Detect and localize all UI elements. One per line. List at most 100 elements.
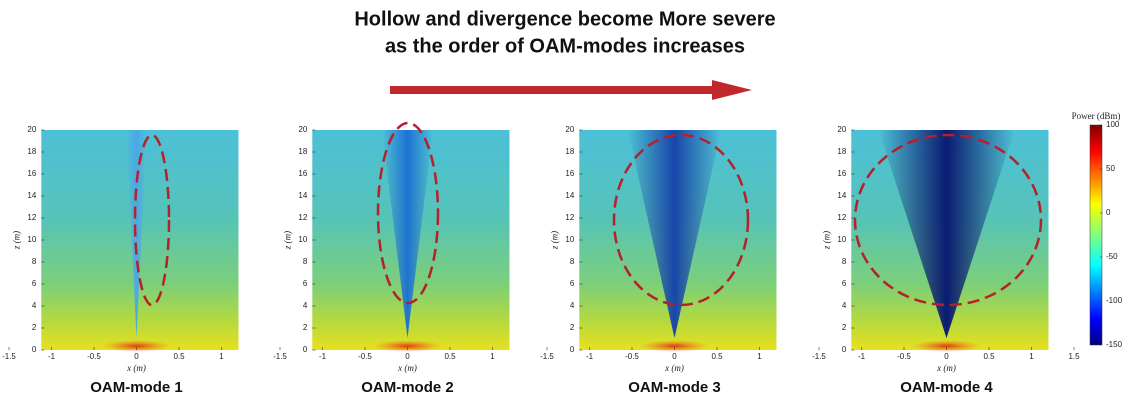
x-tick-label: -0.5 <box>358 352 372 361</box>
y-tick-label: 12 <box>837 213 846 222</box>
panel-title: OAM-mode 4 <box>900 379 993 396</box>
y-axis-label: z (m) <box>549 231 559 250</box>
x-tick-label: 1 <box>490 352 495 361</box>
panel: 0 2 4 6 8 10 12 14 16 18 20 -1.5 -1 -0.5 0 0.5 1 x (m) z (… <box>540 125 777 396</box>
x-tick-label: 0 <box>944 352 949 361</box>
y-tick-label: 16 <box>837 169 846 178</box>
panel-title: OAM-mode 1 <box>90 379 183 396</box>
x-tick-label: -1.5 <box>2 352 16 361</box>
hollow-cone <box>878 130 1015 338</box>
y-tick-label: 8 <box>303 257 308 266</box>
y-tick-label: 6 <box>303 279 308 288</box>
x-tick-label: 0 <box>134 352 139 361</box>
colorbar-label: Power (dBm) <box>1072 111 1121 121</box>
colorbar <box>1089 124 1103 346</box>
x-tick-label: 0.5 <box>444 352 456 361</box>
x-tick-label: 0.5 <box>983 352 995 361</box>
y-tick-label: 4 <box>842 301 847 310</box>
y-tick-label: 0 <box>32 345 37 354</box>
x-tick-label: -0.5 <box>625 352 639 361</box>
x-axis-label: x (m) <box>397 363 417 373</box>
annotation-ellipse <box>612 133 750 307</box>
x-tick-label: 0.5 <box>173 352 185 361</box>
y-tick-label: 8 <box>842 257 847 266</box>
y-tick-label: 6 <box>842 279 847 288</box>
colorbar-tick-label: -50 <box>1106 252 1118 261</box>
x-tick-label: -1 <box>48 352 56 361</box>
annotation-ellipse <box>133 133 171 307</box>
arrow-head <box>712 80 752 100</box>
colorbar-tick-label: -100 <box>1106 296 1123 305</box>
x-axis-label: x (m) <box>664 363 684 373</box>
panel-title: OAM-mode 2 <box>361 379 454 396</box>
source-spot <box>101 340 172 352</box>
y-tick-label: 14 <box>27 191 36 200</box>
panel: 0 2 4 6 8 10 12 14 16 18 20 -1.5 -1 -0.5 0 0.5 1 x (m) z (… <box>273 121 510 396</box>
y-tick-label: 20 <box>837 125 846 134</box>
header-line: Hollow and divergence become More severe <box>354 8 775 30</box>
y-tick-label: 8 <box>32 257 37 266</box>
y-tick-label: 16 <box>27 169 36 178</box>
y-axis-label: z (m) <box>821 231 831 250</box>
y-tick-label: 18 <box>298 147 307 156</box>
y-tick-label: 0 <box>303 345 308 354</box>
y-axis-label: z (m) <box>11 231 21 250</box>
y-tick-label: 2 <box>842 323 847 332</box>
annotation-ellipse <box>853 133 1043 307</box>
x-tick-label: 0 <box>672 352 677 361</box>
y-tick-label: 16 <box>298 169 307 178</box>
y-tick-label: 8 <box>570 257 575 266</box>
hollow-cone <box>627 130 722 338</box>
y-tick-label: 20 <box>27 125 36 134</box>
x-tick-label: 0 <box>405 352 410 361</box>
x-tick-label: -1 <box>586 352 594 361</box>
y-tick-label: 20 <box>298 125 307 134</box>
x-axis-label: x (m) <box>126 363 146 373</box>
y-tick-label: 0 <box>842 345 847 354</box>
y-tick-label: 2 <box>570 323 575 332</box>
x-tick-label: 1 <box>757 352 762 361</box>
y-tick-label: 14 <box>565 191 574 200</box>
source-spot <box>911 340 982 352</box>
y-tick-label: 12 <box>565 213 574 222</box>
x-tick-label: -1.5 <box>273 352 287 361</box>
y-tick-label: 4 <box>570 301 575 310</box>
x-axis-label: x (m) <box>936 363 956 373</box>
y-tick-label: 14 <box>298 191 307 200</box>
y-tick-label: 4 <box>32 301 37 310</box>
source-spot <box>639 340 710 352</box>
panel: 0 2 4 6 8 10 12 14 16 18 20 -1.5 -1 -0.5 0 0.5 1 1.5 x (m)… <box>812 125 1080 396</box>
source-spot <box>372 340 443 352</box>
arrow <box>390 80 752 100</box>
annotation-ellipse <box>376 121 440 305</box>
y-tick-label: 0 <box>570 345 575 354</box>
colorbar-tick-label: 0 <box>1106 208 1111 217</box>
panel: 0 2 4 6 8 10 12 14 16 18 20 -1.5 -1 -0.5 0 0.5 1 x (m) z (… <box>2 125 239 396</box>
colorbar-tick-label: -150 <box>1106 340 1123 349</box>
y-tick-label: 10 <box>837 235 846 244</box>
arrow-shaft <box>390 86 715 94</box>
y-tick-label: 10 <box>27 235 36 244</box>
header-line: as the order of OAM-modes increases <box>385 35 745 57</box>
y-tick-label: 2 <box>32 323 37 332</box>
colorbar-tick-label: 50 <box>1106 164 1115 173</box>
x-tick-label: 0.5 <box>711 352 723 361</box>
y-tick-label: 18 <box>27 147 36 156</box>
x-tick-label: 1.5 <box>1068 352 1080 361</box>
y-axis-label: z (m) <box>282 231 292 250</box>
y-tick-label: 20 <box>565 125 574 134</box>
panel-title: OAM-mode 3 <box>628 379 721 396</box>
y-tick-label: 2 <box>303 323 308 332</box>
y-tick-label: 16 <box>565 169 574 178</box>
y-tick-label: 6 <box>32 279 37 288</box>
y-tick-label: 10 <box>298 235 307 244</box>
x-tick-label: -0.5 <box>87 352 101 361</box>
x-tick-label: -0.5 <box>897 352 911 361</box>
y-tick-label: 10 <box>565 235 574 244</box>
colorbar-tick-label: 100 <box>1106 120 1120 129</box>
y-tick-label: 4 <box>303 301 308 310</box>
x-tick-label: -1.5 <box>540 352 554 361</box>
y-tick-label: 12 <box>27 213 36 222</box>
y-tick-label: 14 <box>837 191 846 200</box>
